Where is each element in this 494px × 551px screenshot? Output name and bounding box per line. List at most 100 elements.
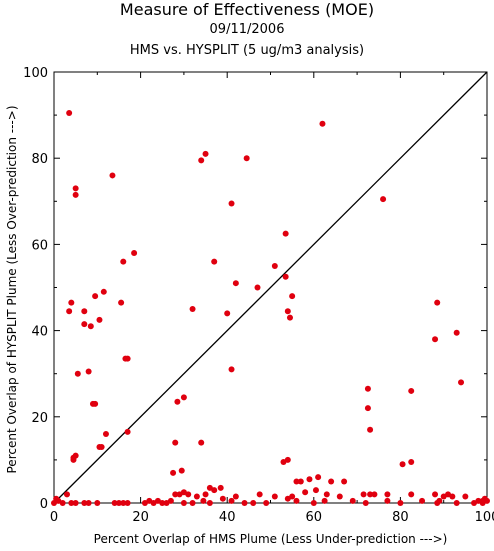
data-point — [449, 493, 456, 500]
data-point — [284, 456, 291, 463]
data-point — [271, 262, 278, 269]
data-point — [131, 250, 138, 257]
data-point — [284, 308, 291, 315]
data-point — [364, 405, 371, 412]
data-point — [72, 500, 79, 506]
data-point — [120, 500, 127, 506]
data-point — [96, 316, 103, 323]
data-point — [118, 299, 125, 306]
data-point — [167, 497, 174, 504]
x-tick-label: 100 — [475, 510, 494, 525]
chart-subtitle: HMS vs. HYSPLIT (5 ug/m3 analysis) — [129, 43, 365, 58]
y-tick-label: 0 — [40, 497, 48, 512]
data-point — [51, 500, 57, 506]
data-point — [271, 493, 278, 500]
data-point — [211, 487, 218, 494]
data-point — [364, 385, 371, 392]
data-point — [341, 478, 348, 485]
y-axis-label: Percent Overlap of HYSPLIT Plume (Less O… — [5, 106, 19, 474]
data-point — [200, 497, 207, 504]
data-point — [436, 497, 443, 504]
data-point — [367, 491, 374, 498]
data-point — [159, 500, 166, 506]
data-point — [120, 258, 127, 265]
data-point — [87, 323, 94, 330]
data-point — [228, 366, 235, 373]
y-tick-label: 80 — [31, 152, 48, 167]
data-point — [98, 443, 105, 450]
data-point — [462, 493, 469, 500]
data-point — [72, 191, 79, 198]
data-point — [94, 500, 101, 506]
x-tick-label: 40 — [219, 510, 236, 525]
data-point — [198, 439, 205, 446]
data-point — [263, 500, 270, 506]
data-point — [92, 293, 99, 300]
data-point — [185, 491, 192, 498]
data-point — [228, 200, 235, 207]
data-point — [178, 467, 185, 474]
data-point — [172, 439, 179, 446]
data-point — [189, 500, 196, 506]
data-point — [306, 476, 313, 483]
data-point — [293, 478, 300, 485]
data-point — [399, 461, 406, 468]
data-point — [180, 500, 187, 506]
data-point — [81, 321, 88, 328]
data-point — [384, 497, 391, 504]
data-point — [180, 394, 187, 401]
one-to-one-line — [53, 71, 488, 504]
data-point — [256, 491, 263, 498]
data-point — [302, 489, 309, 496]
x-axis-ticks: 0 20 40 60 80 100 — [50, 72, 494, 525]
data-point — [202, 150, 209, 157]
data-point — [100, 288, 107, 295]
data-point — [102, 431, 109, 438]
data-point — [310, 500, 317, 506]
data-point — [408, 491, 415, 498]
data-point — [124, 428, 131, 435]
diagonal-reference-line — [53, 71, 488, 504]
data-point — [81, 500, 88, 506]
data-point — [74, 370, 81, 377]
data-point — [453, 500, 460, 506]
data-point — [408, 387, 415, 394]
data-point — [59, 500, 66, 506]
data-point — [202, 491, 209, 498]
data-point — [367, 426, 374, 433]
data-point — [111, 500, 118, 506]
data-point — [66, 109, 73, 116]
data-point — [241, 500, 248, 506]
data-point — [312, 487, 319, 494]
data-point — [419, 497, 426, 504]
data-point — [217, 484, 224, 491]
data-point — [458, 379, 465, 386]
x-tick-label: 80 — [392, 510, 409, 525]
data-point — [319, 120, 326, 127]
data-point — [250, 500, 257, 506]
data-point — [371, 491, 378, 498]
data-point — [68, 500, 75, 506]
data-point — [70, 456, 77, 463]
y-tick-label: 20 — [31, 411, 48, 426]
data-point — [336, 493, 343, 500]
data-point — [243, 155, 250, 162]
data-point — [224, 310, 231, 317]
data-point — [85, 500, 92, 506]
x-axis-label: Percent Overlap of HMS Plume (Less Under… — [94, 532, 448, 546]
data-point — [362, 500, 369, 506]
y-tick-label: 60 — [31, 238, 48, 253]
data-point — [254, 284, 261, 291]
data-point — [432, 336, 439, 343]
data-point — [484, 497, 490, 504]
data-point — [321, 497, 328, 504]
data-point — [434, 299, 441, 306]
x-tick-label: 0 — [50, 510, 58, 525]
data-point — [193, 493, 200, 500]
x-tick-label: 60 — [306, 510, 323, 525]
data-point — [174, 398, 181, 405]
data-point — [189, 306, 196, 313]
data-point — [328, 478, 335, 485]
data-point — [228, 497, 235, 504]
data-point — [380, 196, 387, 203]
